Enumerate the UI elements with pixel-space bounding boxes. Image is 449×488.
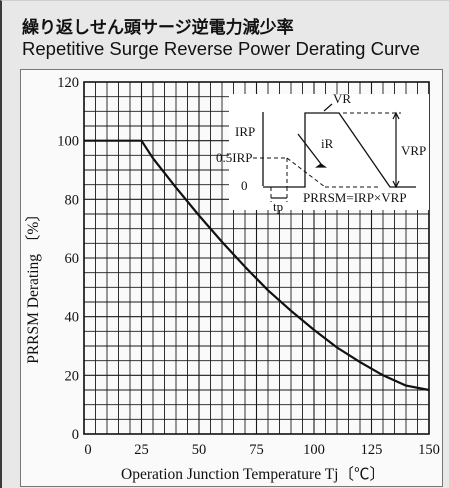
x-tick-label: 150: [418, 442, 440, 458]
inset-zero-label: 0: [241, 178, 248, 193]
y-axis-title: PRRSM Derating 〔%〕: [25, 206, 42, 364]
y-tick-label: 80: [65, 192, 80, 208]
derating-curve-line: [84, 139, 430, 392]
inset-tp-label: tp: [273, 199, 283, 214]
x-tick-label: 75: [249, 442, 264, 458]
y-tick-label: 60: [65, 251, 80, 267]
inset-irp-label: IRP: [235, 124, 255, 139]
x-tick-label: 0: [84, 442, 91, 458]
plot-panel: 0 25 50 75 100 125 150 20 40 60 80 100 1…: [20, 69, 443, 487]
x-tick-label: 100: [303, 442, 325, 458]
chart-title-japanese: 繰り返しせん頭サージ逆電力減少率: [22, 18, 294, 38]
x-axis-title: Operation Junction Temperature Tj〔℃〕: [121, 466, 385, 483]
derating-chart: 0 25 50 75 100 125 150 20 40 60 80 100 1…: [25, 75, 440, 483]
y-tick-label: 40: [65, 310, 80, 326]
inset-ir-label: iR: [321, 136, 334, 151]
inset-waveform-diagram: VR VRP IRP 0.5IRP 0 iR tp PRRSM=IRP×VRP: [216, 91, 429, 214]
x-tick-label: 25: [134, 442, 149, 458]
inset-formula-label: PRRSM=IRP×VRP: [303, 190, 407, 205]
inset-vr-label: VR: [333, 91, 351, 106]
inset-half-irp-label: 0.5IRP: [216, 150, 252, 165]
inset-vrp-label: VRP: [401, 143, 426, 158]
chart-title-english: Repetitive Surge Reverse Power Derating …: [22, 38, 420, 59]
y-tick-label: 20: [65, 368, 80, 384]
plot-axes-box: [83, 81, 430, 435]
origin-tick-label: 0: [72, 427, 79, 443]
y-tick-label: 100: [57, 134, 79, 150]
y-tick-label: 120: [57, 75, 79, 91]
x-tick-label: 125: [361, 442, 383, 458]
x-tick-label: 50: [192, 442, 207, 458]
